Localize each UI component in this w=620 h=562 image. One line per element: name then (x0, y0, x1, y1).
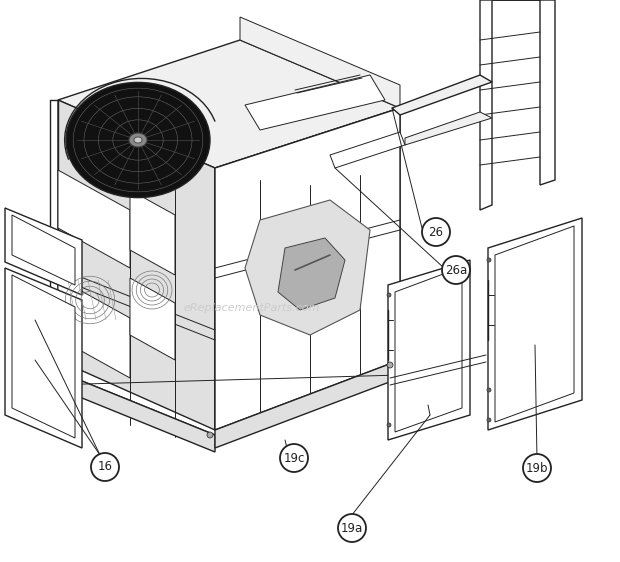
Polygon shape (130, 190, 175, 275)
Circle shape (487, 388, 491, 392)
Polygon shape (405, 112, 492, 145)
Circle shape (387, 362, 393, 368)
Circle shape (91, 453, 119, 481)
Polygon shape (12, 275, 75, 438)
Circle shape (387, 423, 391, 427)
Circle shape (422, 218, 450, 246)
Polygon shape (58, 278, 130, 378)
Text: 19c: 19c (283, 451, 304, 465)
Polygon shape (488, 218, 582, 430)
Polygon shape (215, 360, 400, 448)
Polygon shape (540, 0, 555, 185)
Polygon shape (395, 267, 462, 432)
Polygon shape (12, 215, 75, 285)
Polygon shape (58, 100, 215, 430)
Polygon shape (50, 368, 215, 452)
Circle shape (207, 432, 213, 438)
Polygon shape (5, 208, 82, 295)
Polygon shape (130, 278, 175, 360)
Ellipse shape (66, 83, 210, 198)
Circle shape (280, 444, 308, 472)
Polygon shape (278, 238, 345, 310)
Text: 19a: 19a (341, 522, 363, 534)
Text: 19b: 19b (526, 461, 548, 474)
Text: 26: 26 (428, 225, 443, 238)
Polygon shape (58, 40, 400, 168)
Text: 16: 16 (97, 460, 112, 474)
Polygon shape (495, 226, 574, 422)
Circle shape (387, 293, 391, 297)
Circle shape (442, 256, 470, 284)
Polygon shape (215, 108, 400, 430)
Polygon shape (5, 268, 82, 448)
Circle shape (487, 258, 491, 262)
Polygon shape (392, 75, 492, 115)
Circle shape (338, 514, 366, 542)
Circle shape (57, 372, 63, 378)
Polygon shape (480, 0, 492, 210)
Circle shape (487, 418, 491, 422)
Text: eReplacementParts.com: eReplacementParts.com (184, 303, 320, 313)
Text: 26a: 26a (445, 264, 467, 277)
Ellipse shape (129, 133, 147, 147)
Circle shape (523, 454, 551, 482)
Polygon shape (245, 200, 370, 335)
Ellipse shape (134, 137, 142, 143)
Polygon shape (240, 17, 400, 108)
Polygon shape (330, 132, 405, 168)
Polygon shape (245, 75, 385, 130)
Polygon shape (215, 108, 400, 430)
Polygon shape (388, 260, 470, 440)
Polygon shape (58, 170, 130, 268)
